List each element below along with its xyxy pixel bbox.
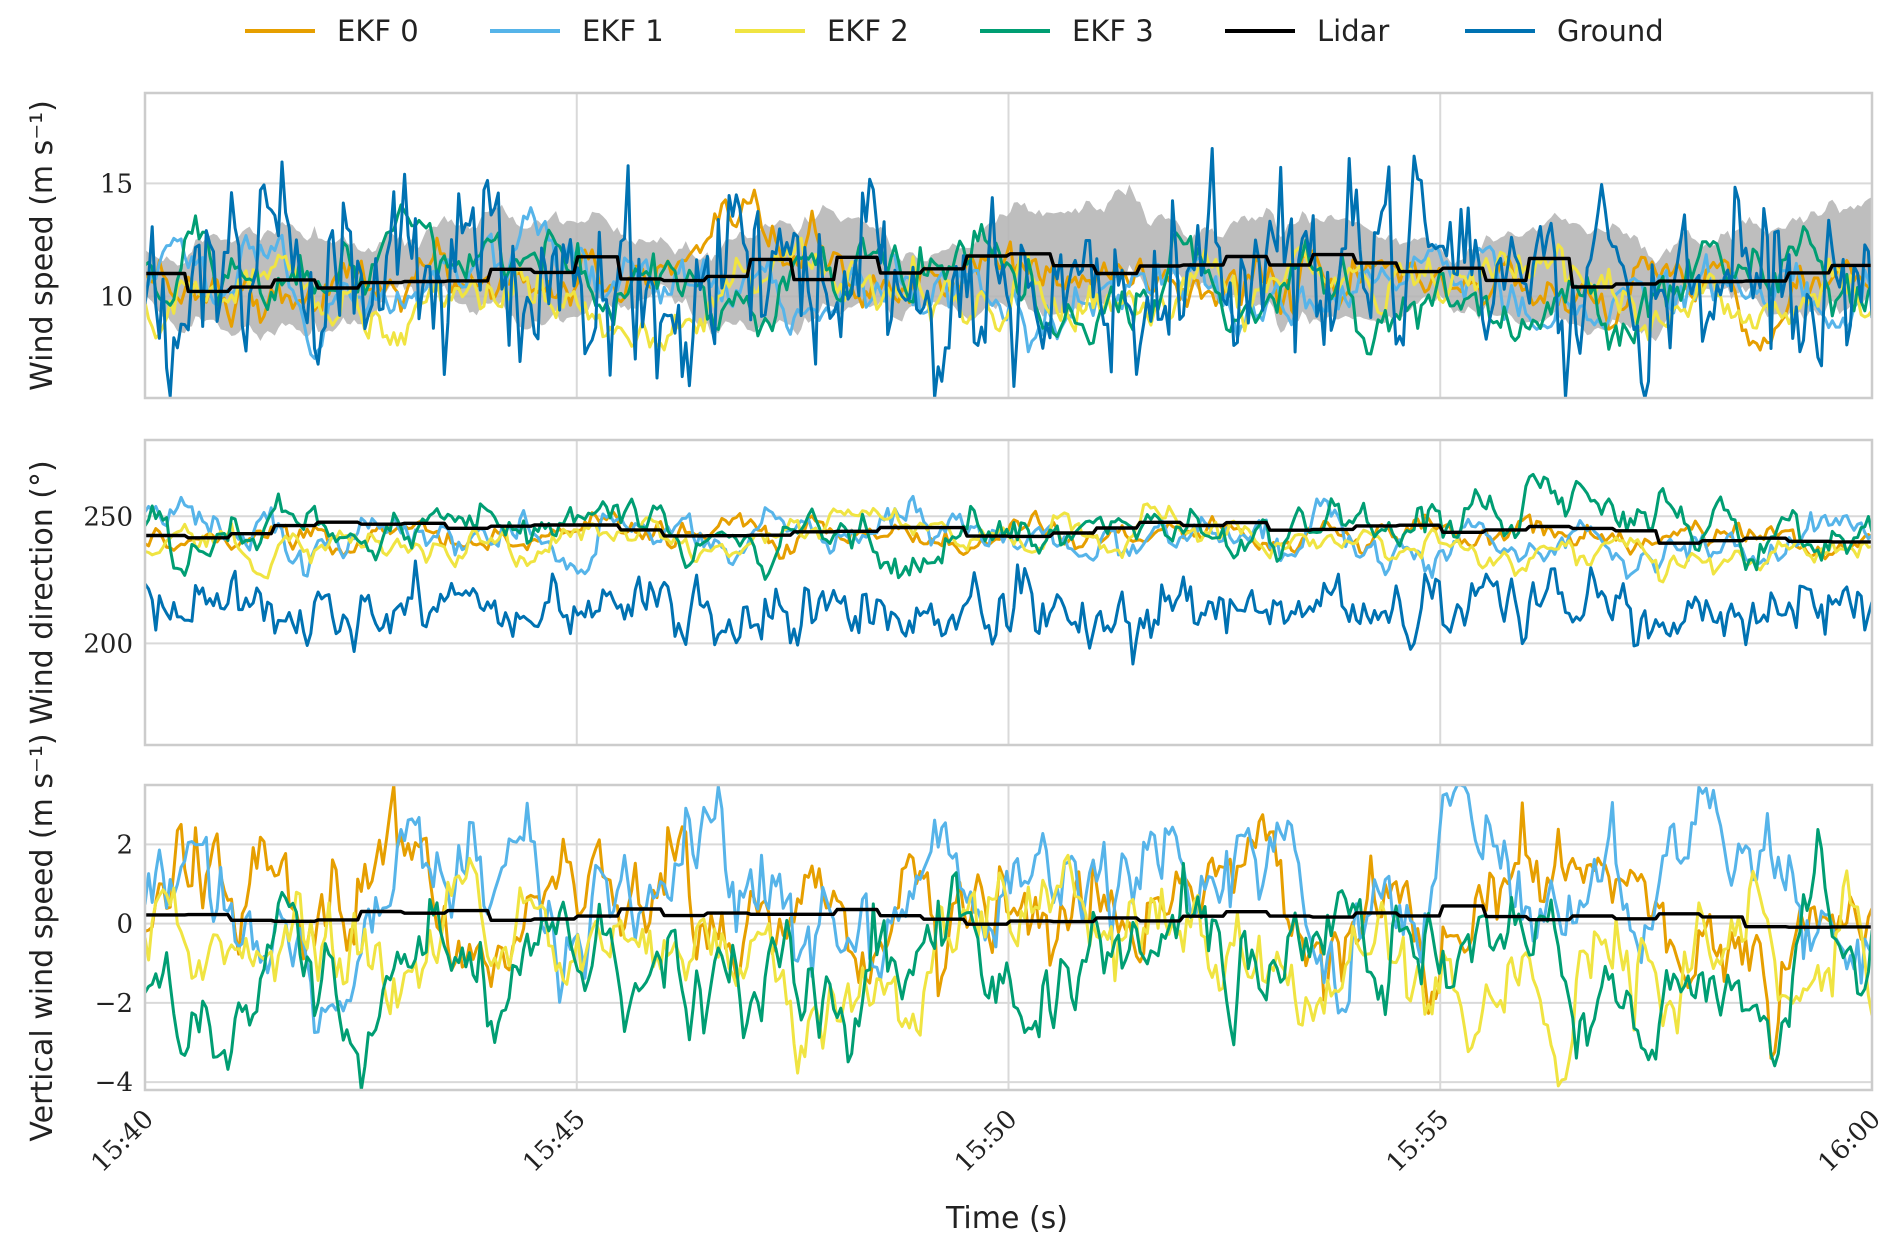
wind-speed-panel: 10 15 Wind speed (m s⁻¹): [25, 91, 1874, 400]
legend: EKF 0 EKF 1 EKF 2 EKF 3 Lidar Ground: [245, 14, 1664, 48]
plot-area-direction: [145, 472, 1872, 666]
y-tick-label: −2: [95, 989, 133, 1019]
x-tick-label: 16:00: [1813, 1104, 1887, 1178]
series-line-direction-ekf-3: [145, 472, 1872, 581]
series-line-speed-lidar: [145, 252, 1872, 294]
series-line-speed-ekf-2: [145, 236, 1872, 352]
plot-area-vertical: [145, 785, 1872, 1090]
y-tick-label: −4: [95, 1068, 133, 1098]
y-tick-label: 10: [100, 282, 133, 312]
x-tick-label: 15:55: [1381, 1104, 1455, 1178]
plot-area-speed: [145, 147, 1872, 398]
x-tick-label: 15:50: [949, 1104, 1023, 1178]
x-tick-labels: 15:40 15:45 15:50 15:55 16:00: [86, 1104, 1887, 1178]
legend-label-ground: Ground: [1557, 14, 1664, 48]
x-axis-title: Time (s): [945, 1201, 1068, 1236]
legend-item-ekf-1: EKF 1: [490, 14, 664, 48]
y-axis-title-direction: Wind direction (°): [25, 460, 60, 724]
y-axis-title-vertical: Vertical wind speed (m s⁻¹): [25, 733, 60, 1141]
y-tick-label: 2: [116, 830, 133, 860]
legend-item-lidar: Lidar: [1225, 14, 1389, 48]
y-tick-label: 250: [83, 502, 133, 532]
x-tick-label: 15:40: [86, 1104, 160, 1178]
wind-direction-panel: 200 250 Wind direction (°): [25, 438, 1874, 747]
legend-label-ekf-1: EKF 1: [582, 14, 664, 48]
series-line-direction-ground: [145, 559, 1872, 666]
y-tick-label: 0: [116, 910, 133, 940]
y-axis-title-speed: Wind speed (m s⁻¹): [25, 100, 60, 391]
axes-frame-speed: [143, 91, 1874, 400]
y-tick-label: 200: [83, 629, 133, 659]
legend-label-lidar: Lidar: [1317, 14, 1389, 48]
vertical-wind-speed-panel: −4 −2 0 2 Vertical wind speed (m s⁻¹): [25, 733, 1874, 1142]
x-tick-label: 15:45: [517, 1104, 591, 1178]
series-line-vertical-lidar: [145, 904, 1872, 929]
legend-item-ekf-3: EKF 3: [980, 14, 1154, 48]
legend-item-ekf-2: EKF 2: [735, 14, 909, 48]
axes-frame-direction: [143, 438, 1874, 747]
series-line-speed-ground: [145, 147, 1872, 398]
series-line-vertical-ekf-2: [145, 853, 1872, 1088]
legend-label-ekf-2: EKF 2: [827, 14, 909, 48]
axes-frame-vertical: [143, 783, 1874, 1092]
legend-item-ground: Ground: [1465, 14, 1664, 48]
legend-label-ekf-0: EKF 0: [337, 14, 419, 48]
y-tick-label: 15: [100, 169, 133, 199]
series-line-direction-lidar: [145, 520, 1872, 545]
series-line-vertical-ekf-1: [145, 785, 1872, 1034]
legend-label-ekf-3: EKF 3: [1072, 14, 1154, 48]
legend-item-ekf-0: EKF 0: [245, 14, 419, 48]
